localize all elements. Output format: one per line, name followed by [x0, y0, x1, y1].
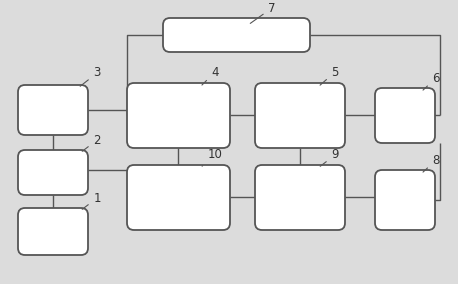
- Text: 2: 2: [82, 133, 101, 151]
- Text: 7: 7: [250, 1, 276, 23]
- Text: 3: 3: [80, 66, 101, 86]
- FancyBboxPatch shape: [18, 85, 88, 135]
- Text: 9: 9: [320, 149, 339, 166]
- FancyBboxPatch shape: [18, 150, 88, 195]
- Text: 8: 8: [423, 153, 440, 172]
- Text: 4: 4: [202, 66, 219, 85]
- FancyBboxPatch shape: [127, 165, 230, 230]
- FancyBboxPatch shape: [375, 170, 435, 230]
- FancyBboxPatch shape: [375, 88, 435, 143]
- FancyBboxPatch shape: [163, 18, 310, 52]
- FancyBboxPatch shape: [255, 165, 345, 230]
- Text: 5: 5: [320, 66, 338, 85]
- FancyBboxPatch shape: [127, 83, 230, 148]
- FancyBboxPatch shape: [255, 83, 345, 148]
- Text: 1: 1: [82, 191, 101, 209]
- FancyBboxPatch shape: [18, 208, 88, 255]
- Text: 6: 6: [423, 72, 440, 90]
- Text: 10: 10: [202, 149, 223, 166]
